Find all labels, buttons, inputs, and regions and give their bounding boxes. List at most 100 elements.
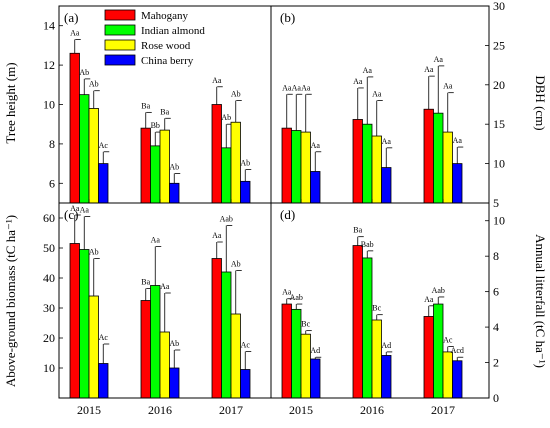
bar xyxy=(79,94,90,204)
legend-swatch xyxy=(104,9,136,21)
bar xyxy=(211,104,222,204)
significance-label: Ab xyxy=(79,68,89,77)
plot-frame xyxy=(58,5,490,399)
significance-label: Ba xyxy=(141,278,150,287)
bar xyxy=(352,119,363,204)
bar xyxy=(291,308,302,399)
significance-label: Ab xyxy=(89,80,99,89)
bar xyxy=(69,243,80,399)
bar xyxy=(88,295,99,399)
significance-label: Ac xyxy=(443,336,453,345)
significance-label: Ab xyxy=(169,162,179,171)
significance-label: Ab xyxy=(221,113,231,122)
panel-letter: (a) xyxy=(64,10,78,25)
significance-label: Aa xyxy=(382,137,392,146)
significance-label: Aa xyxy=(212,231,222,240)
y-tick-label: 40 xyxy=(43,271,55,285)
legend-label: China berry xyxy=(141,55,194,67)
y-tick-label: 25 xyxy=(493,38,505,52)
legend-label: Mahogany xyxy=(141,10,189,22)
significance-label: Acd xyxy=(451,346,464,355)
bar xyxy=(300,333,311,399)
y-tick-label: 0 xyxy=(493,391,499,405)
bar xyxy=(240,180,251,204)
significance-label: Ab xyxy=(240,159,250,168)
legend-label: Rose wood xyxy=(141,40,191,52)
significance-label: Aa xyxy=(301,83,311,92)
x-tick-label: 2016 xyxy=(148,403,172,417)
bar xyxy=(230,313,241,399)
bar xyxy=(423,316,434,399)
bar xyxy=(150,145,161,204)
bar xyxy=(362,257,373,399)
panel-letter: (d) xyxy=(280,207,295,222)
bar xyxy=(281,127,292,204)
y-axis-title: DBH (cm) xyxy=(533,75,548,130)
bar xyxy=(371,135,382,204)
legend-swatch xyxy=(104,24,136,36)
significance-label: Ab xyxy=(231,90,241,99)
bar xyxy=(240,369,251,399)
significance-label: Ba xyxy=(353,226,362,235)
panel-c: Aa AaAbAc2015BaAaAaAb2016AaAabAbAc2017102… xyxy=(3,204,252,417)
bar xyxy=(159,331,170,399)
significance-label: Aa xyxy=(151,236,161,245)
y-tick-label: 4 xyxy=(493,320,499,334)
bar xyxy=(381,167,392,204)
bar xyxy=(98,163,109,204)
significance-label: Aa xyxy=(311,141,321,150)
y-tick-label: 30 xyxy=(493,0,505,13)
y-tick-label: 2 xyxy=(493,356,499,370)
bar xyxy=(69,52,80,204)
y-tick-label: 6 xyxy=(49,176,55,190)
significance-label: Ac xyxy=(99,333,109,342)
bar xyxy=(230,121,241,204)
bar xyxy=(291,130,302,204)
bar xyxy=(221,271,232,399)
significance-label: Aa xyxy=(363,66,373,75)
y-axis-title: Above-ground biomass (tC ha⁻¹) xyxy=(3,215,18,387)
bar xyxy=(211,258,222,399)
significance-label: Aa xyxy=(70,204,80,213)
bar xyxy=(221,147,232,204)
bar xyxy=(362,123,373,204)
significance-label: Ad xyxy=(310,346,320,355)
y-tick-label: 30 xyxy=(43,301,55,315)
bar xyxy=(442,351,453,399)
significance-label: Bc xyxy=(372,304,381,313)
significance-label: Ba xyxy=(160,107,169,116)
y-axis-title: Tree height (m) xyxy=(3,62,18,143)
significance-label: Bc xyxy=(301,320,310,329)
bar xyxy=(433,303,444,399)
significance-label: Ac xyxy=(99,141,109,150)
bar xyxy=(310,358,321,399)
bar xyxy=(150,285,161,399)
significance-label: Aa xyxy=(443,82,453,91)
significance-label: Ab xyxy=(89,248,99,257)
bar xyxy=(381,355,392,399)
significance-label: Aa xyxy=(80,206,90,215)
significance-label: Ab xyxy=(231,260,241,269)
bar xyxy=(433,112,444,204)
x-tick-label: 2015 xyxy=(77,403,101,417)
bar xyxy=(98,363,109,399)
bar xyxy=(352,245,363,399)
x-tick-label: 2017 xyxy=(219,403,243,417)
legend-swatch xyxy=(104,39,136,51)
y-tick-label: 10 xyxy=(43,98,55,112)
bar xyxy=(423,108,434,204)
y-tick-label: 50 xyxy=(43,241,55,255)
bar xyxy=(169,182,180,204)
x-tick-label: 2016 xyxy=(360,403,384,417)
significance-label: Ac xyxy=(241,341,251,350)
frames-layer xyxy=(58,5,490,399)
significance-label: Aa xyxy=(434,55,444,64)
significance-label: Aab xyxy=(290,293,303,302)
y-tick-label: 12 xyxy=(43,58,55,72)
bar xyxy=(371,319,382,399)
significance-label: Ba xyxy=(141,101,150,110)
x-tick-label: 2017 xyxy=(431,403,455,417)
panel-letter: (b) xyxy=(280,10,295,25)
